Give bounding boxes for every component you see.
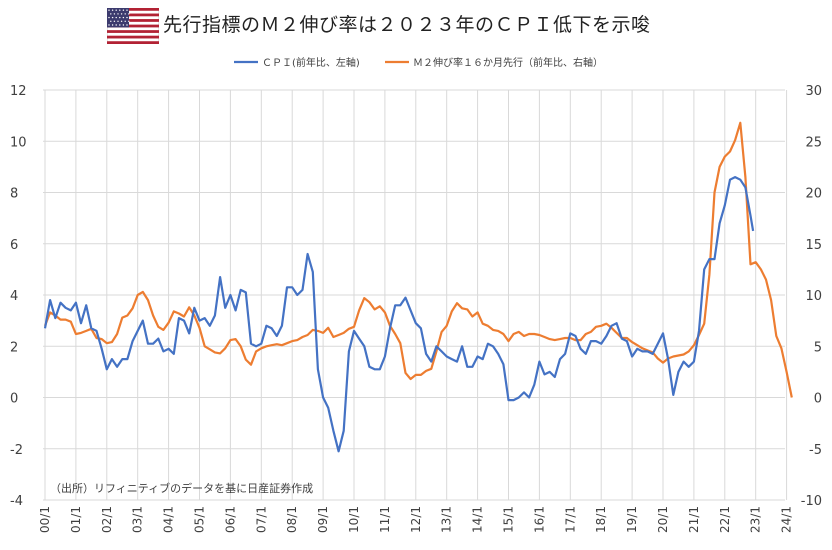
x-tick-label: 15/1 (502, 506, 516, 533)
y-left-tick-label: 10 (10, 135, 27, 150)
x-tick-label: 19/1 (625, 506, 639, 533)
y-left-tick-label: 12 (10, 84, 27, 99)
legend-label-cpi: ＣＰＩ(前年比、左軸) (262, 56, 360, 69)
x-tick-label: 20/1 (656, 506, 670, 533)
series-layer (43, 121, 793, 453)
x-tick-label: 02/1 (100, 506, 114, 533)
cpi-series-line (43, 176, 755, 453)
x-tick-label: 18/1 (594, 506, 608, 533)
y-left-tick-label: -2 (10, 443, 23, 458)
y-left-tick-label: 0 (10, 392, 18, 407)
axes: -4 -2 0 2 4 6 8 10 12 -10 -5 0 5 10 15 20 25 30 00/1 01/1 02… (10, 84, 822, 533)
us-flag-icon (106, 7, 160, 45)
chart-title: 先行指標のＭ２伸び率は２０２３年のＣＰＩ低下を示唆 (163, 14, 651, 36)
x-tick-label: 01/1 (69, 506, 83, 533)
legend-label-m2: Ｍ２伸び率１６か月先行（前年比、右軸） (413, 56, 603, 69)
x-tick-label: 08/1 (285, 506, 299, 533)
x-tick-label: 00/1 (38, 506, 52, 533)
y-left-tick-label: 8 (10, 187, 18, 202)
us-flag-graphic (106, 7, 160, 45)
y-right-tick-label: 5 (814, 340, 822, 355)
x-tick-label: 12/1 (409, 506, 423, 533)
x-tick-label: 05/1 (193, 506, 207, 533)
x-tick-label: 10/1 (347, 506, 361, 533)
y-right-tick-label: 20 (805, 187, 822, 202)
x-tick-label: 24/1 (780, 506, 794, 533)
y-left-tick-label: -4 (10, 494, 23, 509)
y-left-tick-label: 6 (10, 238, 18, 253)
x-tick-label: 11/1 (378, 506, 392, 533)
x-tick-label: 22/1 (718, 506, 732, 533)
legend: ＣＰＩ(前年比、左軸) Ｍ２伸び率１６か月先行（前年比、右軸） (234, 56, 603, 69)
y-left-tick-label: 4 (10, 289, 18, 304)
m2-series-line (43, 121, 793, 398)
x-tick-label: 14/1 (471, 506, 485, 533)
y-left-tick-label: 2 (10, 340, 18, 355)
y-right-tick-label: 25 (805, 135, 822, 150)
y-right-tick-label: 0 (814, 392, 822, 407)
y-right-tick-label: -10 (801, 494, 822, 509)
gridlines (43, 89, 788, 501)
x-tick-label: 13/1 (440, 506, 454, 533)
x-tick-label: 16/1 (532, 506, 546, 533)
y-right-tick-label: 30 (805, 84, 822, 99)
x-tick-label: 23/1 (749, 506, 763, 533)
y-right-tick-label: 10 (805, 289, 822, 304)
x-tick-label: 06/1 (223, 506, 237, 533)
x-tick-label: 04/1 (162, 506, 176, 533)
x-tick-label: 07/1 (254, 506, 268, 533)
x-tick-label: 09/1 (316, 506, 330, 533)
x-tick-label: 03/1 (131, 506, 145, 533)
y-right-tick-label: -5 (809, 443, 822, 458)
x-tick-label: 17/1 (563, 506, 577, 533)
source-note: （出所）リフィニティブのデータを基に日産証券作成 (50, 481, 313, 495)
x-tick-label: 21/1 (687, 506, 701, 533)
y-right-tick-label: 15 (805, 238, 822, 253)
